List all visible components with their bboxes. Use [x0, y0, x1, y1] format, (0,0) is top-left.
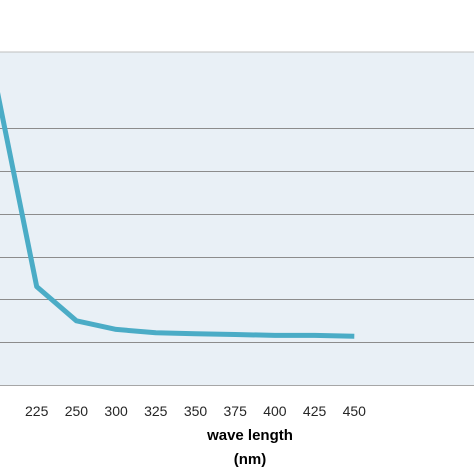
x-tick-label: 300 — [104, 403, 128, 419]
plot-area — [0, 52, 474, 385]
x-tick-label: 425 — [303, 403, 327, 419]
x-axis-title-line-2: (nm) — [234, 451, 267, 468]
x-tick-label: 450 — [343, 403, 367, 419]
x-tick-label: 350 — [184, 403, 208, 419]
x-tick-label: 250 — [65, 403, 89, 419]
x-tick-label: 325 — [144, 403, 168, 419]
x-tick-label: 375 — [224, 403, 248, 419]
x-tick-label: 225 — [25, 403, 49, 419]
x-axis-title-line-1: wave length — [206, 427, 293, 444]
x-tick-label: 400 — [263, 403, 287, 419]
series-line — [0, 92, 355, 339]
